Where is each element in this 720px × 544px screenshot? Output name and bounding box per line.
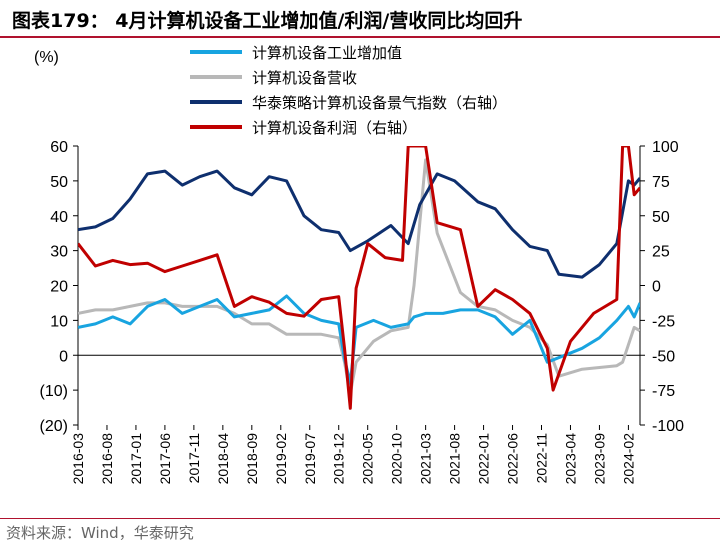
right-tick-label: -75 [652,383,675,400]
right-axis: 100 75 50 25 0 -25 -50 -75 -100 [640,139,684,435]
x-tick-label: 2023-04 [562,433,578,485]
right-tick-label: 0 [652,279,661,296]
right-tick-label: 75 [652,174,670,191]
left-tick-label: 40 [50,209,68,226]
series-line-3 [78,169,640,279]
x-tick-label: 2017-01 [128,433,144,485]
x-tick-label: 2021-08 [447,433,463,485]
series-line-1 [78,294,640,385]
x-tick-label: 2021-03 [418,433,434,485]
x-tick-label: 2016-03 [70,433,86,485]
left-tick-label: (10) [40,383,68,400]
legend-label: 华泰策略计算机设备景气指数（右轴） [252,94,507,112]
x-tick-label: 2020-05 [360,433,376,485]
title-bar: 图表179： 4月计算机设备工业增加值/利润/营收同比均回升 [0,0,720,40]
left-tick-label: 60 [50,139,68,156]
right-tick-label: -100 [652,418,684,435]
left-tick-label: (20) [40,418,68,435]
left-tick-label: 50 [50,174,68,191]
source-note: 资料来源：Wind，华泰研究 [6,524,194,542]
series-line-4 [78,146,640,410]
x-tick-label: 2018-09 [244,433,260,485]
legend-label: 计算机设备营收 [252,69,357,87]
left-axis-unit: (%) [34,49,59,66]
x-tick-label: 2018-04 [215,433,231,485]
x-tick-label: 2023-09 [591,433,607,485]
legend-label: 计算机设备利润（右轴） [252,119,417,137]
x-tick-label: 2022-01 [476,433,492,485]
right-tick-label: 25 [652,244,670,261]
x-tick-label: 2022-06 [505,433,521,485]
title-rule [0,36,720,38]
left-tick-label: 0 [59,348,68,365]
x-tick-label: 2020-10 [389,433,405,485]
x-tick-label: 2024-02 [620,433,636,485]
legend-label: 计算机设备工业增加值 [252,44,402,62]
right-tick-label: -50 [652,348,675,365]
x-tick-label: 2019-07 [302,433,318,485]
plot-area [78,146,640,410]
left-axis: 60 50 40 30 20 10 0 (10) (20) [40,139,78,435]
x-tick-label: 2022-11 [534,433,550,484]
right-tick-label: -25 [652,313,675,330]
footer-rule [0,518,720,519]
x-tick-label: 2016-08 [99,433,115,485]
right-tick-label: 100 [652,139,679,156]
x-tick-label: 2017-06 [157,433,173,485]
chart-title: 图表179： 4月计算机设备工业增加值/利润/营收同比均回升 [12,10,523,32]
x-tick-label: 2017-11 [186,433,202,484]
right-tick-label: 50 [652,209,670,226]
x-axis: 2016-03 2016-08 2017-01 2017-06 2017-11 2018-… [70,425,636,484]
left-tick-label: 10 [50,313,68,330]
left-tick-label: 30 [50,244,68,261]
chart-canvas: (%) 计算机设备工业增加值计算机设备营收华泰策略计算机设备景气指数（右轴）计算… [34,44,684,484]
x-tick-label: 2019-02 [273,433,289,485]
x-tick-label: 2019-12 [331,433,347,485]
left-tick-label: 20 [50,279,68,296]
